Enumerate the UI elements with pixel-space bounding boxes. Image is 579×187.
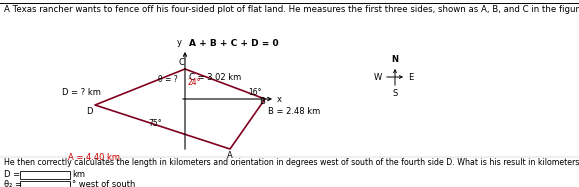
Bar (20, 181, 70, 187)
Text: He then correctly calculates the length in kilometers and orientation in degrees: He then correctly calculates the length … (4, 158, 579, 167)
Text: x: x (277, 94, 282, 103)
Text: D =: D = (4, 170, 20, 179)
Text: θ₂ =: θ₂ = (4, 180, 22, 187)
Text: 24°: 24° (188, 78, 201, 87)
Text: A + B + C + D = 0: A + B + C + D = 0 (189, 39, 278, 48)
Text: N: N (391, 55, 398, 64)
Text: B = 2.48 km: B = 2.48 km (268, 107, 320, 116)
Text: 16°: 16° (248, 88, 262, 97)
Text: A = 4.40 km: A = 4.40 km (68, 153, 120, 162)
Text: A Texas rancher wants to fence off his four-sided plot of flat land. He measures: A Texas rancher wants to fence off his f… (4, 5, 579, 14)
Text: C: C (178, 58, 184, 67)
Text: E: E (408, 73, 413, 82)
Text: km: km (72, 170, 85, 179)
Text: S: S (393, 89, 398, 98)
Text: y: y (177, 38, 182, 47)
Text: ° west of south: ° west of south (72, 180, 135, 187)
Text: A: A (227, 151, 233, 160)
Text: θ = ?: θ = ? (158, 75, 178, 84)
Bar (20, 171, 70, 179)
Text: B: B (259, 97, 265, 106)
Text: C = 3.02 km: C = 3.02 km (189, 73, 241, 82)
Text: D = ? km: D = ? km (62, 88, 101, 96)
Text: W: W (374, 73, 382, 82)
Text: 75°: 75° (148, 119, 162, 128)
Text: D: D (86, 107, 93, 116)
